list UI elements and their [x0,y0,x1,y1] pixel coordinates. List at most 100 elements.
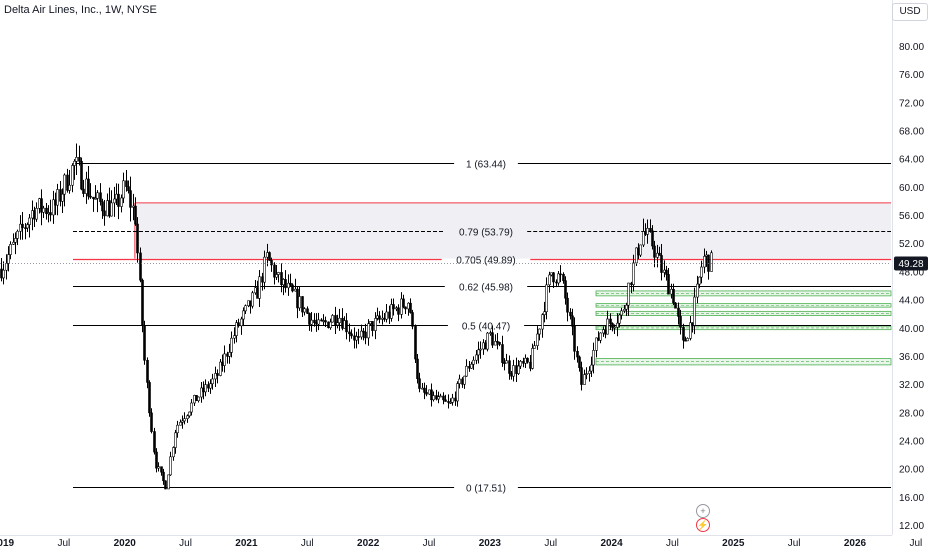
candle-down [280,272,283,286]
current-price-label: 49.28 [898,259,923,270]
candle-up [618,314,621,324]
candle-down [134,205,137,225]
zones-layer [134,202,892,366]
candle-down [87,178,90,197]
candle-up [287,282,290,289]
candle-down [92,196,95,199]
candle-up [533,345,536,349]
candle-up [548,274,551,286]
fib-label: 1 (63.44) [466,160,506,171]
time-tick-label: 2019 [0,538,15,549]
time-tick-label: 2024 [600,538,623,549]
candle-down [578,356,581,368]
candle-up [475,354,478,361]
time-tick-label: 2021 [235,538,258,549]
candle-up [449,402,452,404]
candle-down [249,300,252,307]
lightning-circle-icon[interactable]: ⚡ [696,518,710,532]
candle-down [404,306,407,310]
candle-up [244,305,247,312]
candle-up [635,247,638,264]
candle-up [642,231,645,246]
candle-down [129,190,132,208]
price-tick-label: 28.00 [899,408,924,419]
candle-down [162,471,165,482]
candle-up [113,198,116,204]
candle-down [160,466,163,473]
candle-up [456,383,459,402]
candle-down [569,311,572,317]
candle-down [576,350,579,358]
candle-up [56,189,59,206]
candle-up [590,364,593,372]
candle-up [183,418,186,422]
candle-down [284,279,287,289]
candle-down [498,342,501,345]
candle-up [209,383,212,389]
candle-down [289,282,292,286]
candle-down [49,212,52,216]
price-tick-label: 48.00 [899,267,924,278]
plus-circle-icon[interactable]: + [696,504,710,518]
candle-up [627,282,630,306]
candle-up [599,332,602,341]
candle-up [298,296,301,309]
candle-up [52,199,55,216]
candle-down [345,320,348,333]
candle-down [216,373,219,376]
candle-up [303,308,306,313]
candle-up [73,160,76,166]
candle-down [99,192,102,203]
candle-up [263,256,266,283]
candle-down [609,318,612,324]
candle-up [331,315,334,323]
candle-up [230,337,233,353]
price-axis-bg[interactable] [892,0,932,550]
candle-up [531,348,534,369]
candle-down [392,304,395,310]
candle-up [632,262,635,285]
time-tick-label: 2022 [357,538,380,549]
candle-up [458,378,461,384]
price-axis: 12.00 16.00 20.00 24.00 28.00 32.00 36.00 40.00… [892,0,932,550]
candle-up [329,321,332,329]
candle-down [447,401,450,403]
candle-up [583,374,586,385]
candle-down [101,201,104,212]
candle-down [564,280,567,299]
candle-down [660,255,663,273]
candle-down [611,323,614,328]
fibonacci-layer: 1 (63.44) 0.79 (53.79) 0.705 (49.89) 0.62 (… [73,160,891,495]
candle-up [517,365,520,374]
time-tick-label: 2023 [479,538,502,549]
candle-up [543,311,546,315]
candle-down [665,269,668,275]
candle-up [472,359,475,365]
price-tick-label: 64.00 [899,155,924,166]
candle-up [374,318,377,331]
candle-down [580,367,583,385]
candle-up [197,396,200,402]
candle-down [146,359,149,383]
candle-down [127,186,130,191]
candle-up [696,283,699,298]
candle-down [202,387,205,393]
candle-down [651,230,654,247]
candle-up [188,411,191,417]
candle-up [233,335,236,339]
candle-up [9,244,12,255]
candle-up [242,310,245,320]
candle-down [562,273,565,281]
candle-up [588,370,591,374]
symbol-title: Delta Air Lines, Inc., 1W, NYSE [4,4,157,16]
candle-down [653,245,656,258]
currency-button[interactable]: USD [892,3,928,21]
candle-up [68,184,71,191]
candle-up [277,272,280,275]
candle-down [334,315,337,326]
candle-up [132,205,135,208]
candle-up [223,353,226,366]
candles-layer [0,143,713,490]
